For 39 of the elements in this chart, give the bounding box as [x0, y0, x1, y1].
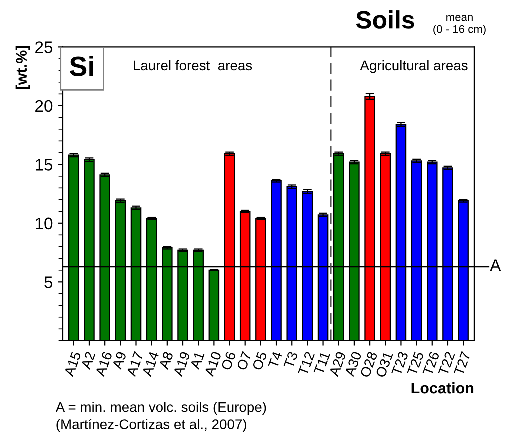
x-tick-label: T12 — [298, 351, 315, 376]
x-tick-label: A10 — [204, 351, 222, 378]
x-tick-label: A30 — [344, 351, 362, 378]
x-axis-title: Location — [412, 382, 474, 394]
x-tick-label: T4 — [268, 351, 283, 369]
x-tick-label: A14 — [142, 351, 160, 378]
x-tick-label: T22 — [438, 351, 456, 376]
x-tick-label: A8 — [158, 351, 174, 370]
ref-line-label: A — [490, 260, 502, 272]
text: A = min. mean volc. soils (Europe) (Martínez-Cortizas et al., 2007) — [56, 402, 266, 432]
x-tick-label: T11 — [314, 351, 330, 376]
y-tick-label: 20 — [36, 100, 53, 112]
x-tick-label: A2 — [80, 351, 96, 370]
y-tick-label: 5 — [44, 276, 53, 288]
x-tick-label: O28 — [360, 351, 378, 378]
annotation: Agricultural areas — [360, 60, 468, 74]
x-tick-label: T23 — [391, 351, 409, 376]
chart-title: Soils — [356, 10, 414, 29]
x-tick-label: O5 — [252, 351, 268, 371]
x-tick-label: A16 — [95, 351, 113, 378]
annotation: Si — [70, 56, 94, 76]
x-tick-label: A15 — [64, 351, 82, 378]
annotation: Laurel forest areas — [134, 60, 252, 71]
y-tick-label: 15 — [36, 159, 53, 171]
x-tick-label: A9 — [112, 351, 127, 370]
y-tick-label: 25 — [36, 42, 53, 54]
x-tick-label: A19 — [173, 351, 191, 378]
y-tick-label: 10 — [36, 218, 53, 230]
x-tick-label: O6 — [221, 351, 236, 371]
x-tick-label: T26 — [422, 351, 440, 376]
x-tick-label: A17 — [126, 351, 144, 378]
y-axis-title: [wt.%] — [16, 46, 30, 90]
x-tick-label: T25 — [407, 351, 424, 376]
x-tick-label: O31 — [376, 351, 394, 378]
x-tick-label: A1 — [190, 351, 205, 370]
x-tick-label: O7 — [236, 351, 252, 371]
chart-subtitle: mean (0 - 16 cm) — [434, 15, 486, 36]
x-tick-label: T3 — [284, 351, 298, 370]
x-tick-label: T27 — [454, 351, 471, 376]
